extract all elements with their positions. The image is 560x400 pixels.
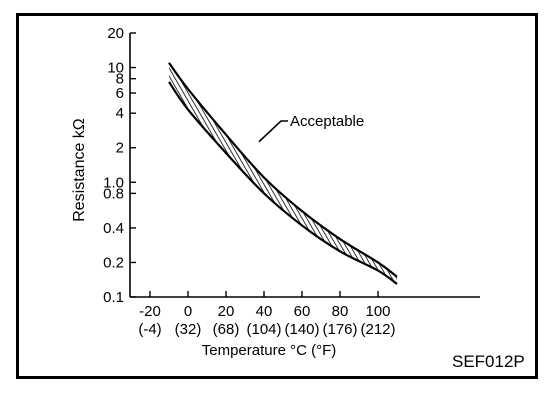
y-tick-label: 1.0	[103, 174, 124, 191]
y-tick-label: 4	[116, 105, 124, 122]
x-tick-label-fahrenheit: (212)	[360, 321, 395, 338]
y-tick-label: 8	[116, 71, 124, 88]
y-tick-label: 2	[116, 140, 124, 157]
y-tick-label: 10	[107, 60, 124, 77]
y-tick-label: 20	[107, 25, 124, 42]
x-tick-label-fahrenheit: (-4)	[138, 321, 161, 338]
x-tick-label: 60	[294, 303, 311, 320]
y-axis-title: Resistance kΩ	[71, 118, 88, 222]
y-tick-label: 0.8	[103, 185, 124, 202]
upper-limit-line	[168, 62, 398, 278]
axes	[129, 33, 480, 298]
x-tick-label: 20	[218, 303, 235, 320]
y-tick-label: 0.2	[103, 254, 124, 271]
acceptable-band	[168, 62, 398, 285]
x-tick-label: 0	[184, 303, 192, 320]
chart-labels: 201086421.00.80.40.20.1-20(-4)0(32)20(68…	[71, 25, 396, 359]
x-tick-label: -20	[139, 303, 161, 320]
figure-frame	[16, 13, 538, 379]
annotation-acceptable: Acceptable	[290, 113, 364, 130]
tick-marks	[130, 32, 379, 298]
x-tick-label-fahrenheit: (32)	[175, 321, 202, 338]
band-hatch-fill	[169, 62, 397, 284]
x-tick-label-fahrenheit: (104)	[246, 321, 281, 338]
x-tick-label: 100	[365, 303, 390, 320]
figure-code: SEF012P	[452, 352, 525, 371]
y-tick-label: 6	[116, 85, 124, 102]
y-tick-label: 0.4	[103, 220, 124, 237]
y-tick-label: 0.1	[103, 289, 124, 306]
x-axis-title: Temperature °C (°F)	[202, 342, 337, 359]
annotation-leader-line	[258, 120, 288, 143]
x-tick-label: 80	[332, 303, 349, 320]
x-tick-label-fahrenheit: (68)	[213, 321, 240, 338]
x-tick-label-fahrenheit: (140)	[284, 321, 319, 338]
x-tick-label-fahrenheit: (176)	[322, 321, 357, 338]
lower-limit-line	[168, 81, 398, 285]
x-tick-label: 40	[256, 303, 273, 320]
